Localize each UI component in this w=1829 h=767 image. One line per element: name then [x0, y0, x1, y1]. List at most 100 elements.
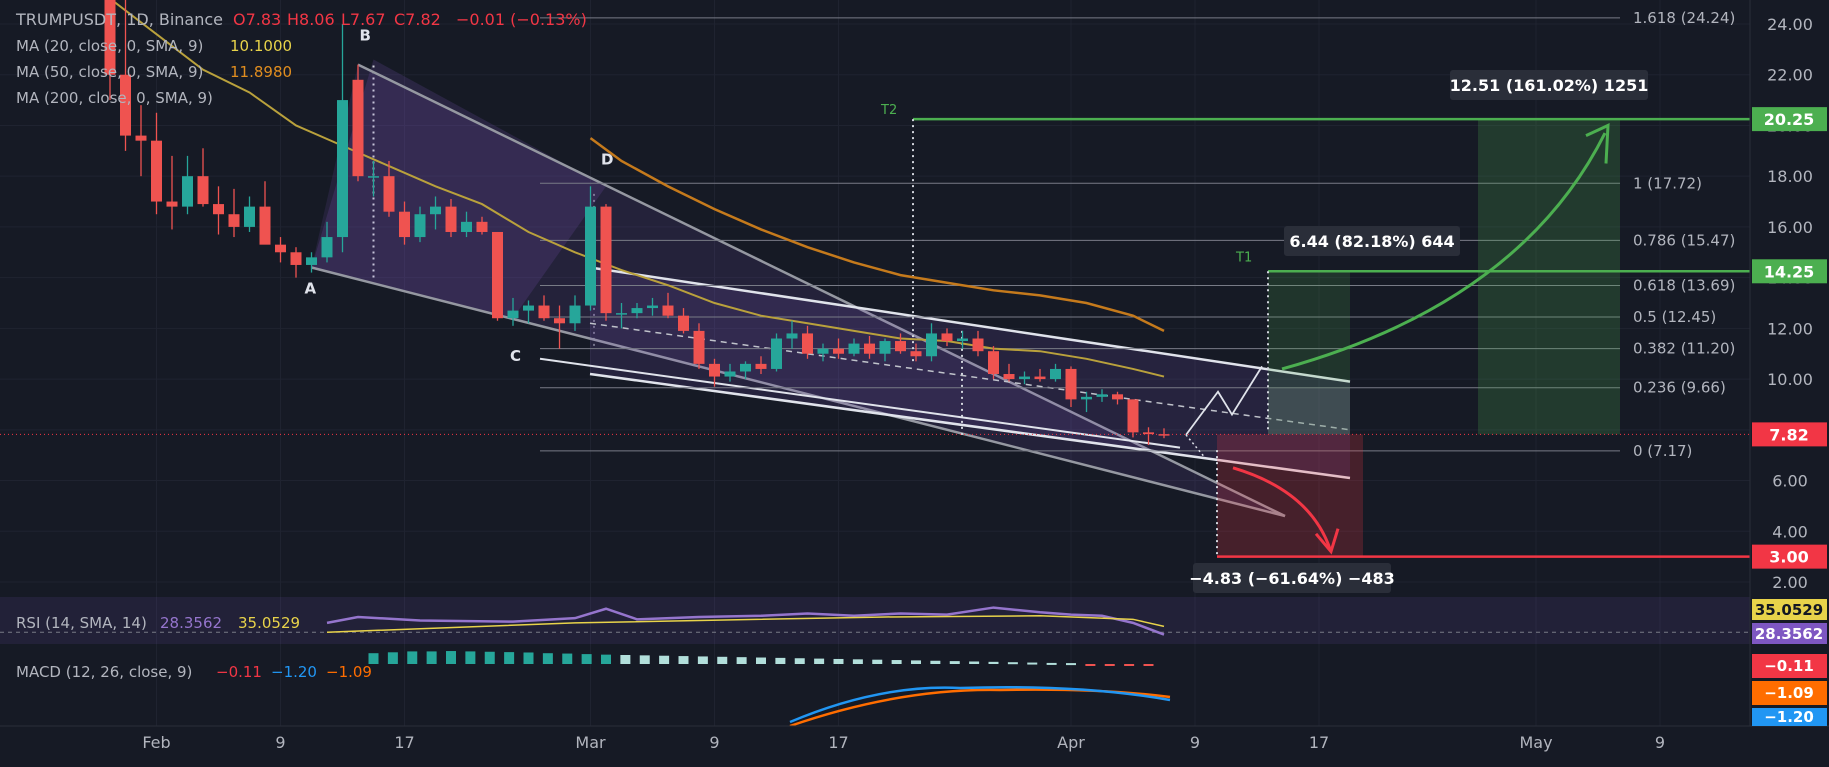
- candle-body: [1034, 376, 1046, 380]
- candle-body: [383, 176, 395, 212]
- grid-lines: [0, 0, 1750, 726]
- macd-hist-bar: [1104, 664, 1115, 666]
- ma50-line: [589, 137, 1165, 333]
- pattern-label-c: C: [510, 347, 521, 365]
- ma20-label[interactable]: MA (20, close, 0, SMA, 9): [16, 37, 203, 55]
- ohlc-high: H8.06: [287, 10, 335, 29]
- pattern-label-b: B: [360, 27, 371, 45]
- macd-hist-bar: [446, 651, 456, 664]
- candle-body: [321, 237, 333, 258]
- candle-body: [352, 79, 364, 177]
- candle-body: [120, 74, 131, 136]
- candle-body: [740, 363, 751, 372]
- candle-body: [957, 338, 968, 342]
- ma20-value: 10.1000: [230, 37, 292, 55]
- fib-level-label: 1 (17.72): [1633, 174, 1702, 192]
- t2-zone: [1478, 119, 1620, 435]
- candle-body: [972, 338, 984, 352]
- macd-hist-bar: [1066, 663, 1076, 666]
- macd-hist-bar: [1124, 664, 1135, 666]
- symbol-title[interactable]: TRUMPUSDT, 1D, Binance: [15, 10, 223, 29]
- t2-badge-bg: [1752, 107, 1827, 132]
- macd-line: [789, 685, 1171, 724]
- drawings-layer: 0 (7.17) 0.236 (9.66) 0.382 (11.20) 0.5 (12…: [311, 9, 1750, 558]
- rsi-line: [326, 606, 1165, 636]
- pattern-label-a: A: [305, 279, 317, 297]
- macd-hist-bar: [1085, 664, 1096, 666]
- rsi-label[interactable]: RSI (14, SMA, 14): [16, 614, 147, 632]
- overlay-layer: A B C D 6.44 (82.18%) 644 12.51 (161.02%) 125…: [0, 27, 1750, 593]
- candle-body: [1003, 374, 1015, 380]
- macd-hist-bar: [387, 652, 398, 664]
- time-tick: May: [1519, 733, 1552, 752]
- macd-hist-value: −0.11: [216, 663, 262, 681]
- bullish-arrowhead: [1585, 123, 1610, 164]
- candle-body: [213, 204, 224, 215]
- candle-body: [445, 206, 457, 232]
- ohlc-open: O7.83: [233, 10, 281, 29]
- macd-hist-bar: [794, 658, 805, 664]
- candle-body: [306, 257, 317, 265]
- time-axis[interactable]: [0, 726, 1829, 763]
- price-tick: 24.00: [1767, 15, 1813, 34]
- rsi-ma-badge-bg: [1752, 599, 1827, 620]
- macd-label[interactable]: MACD (12, 26, close, 9): [16, 663, 192, 681]
- candle-body: [678, 315, 689, 331]
- candle-body: [647, 305, 658, 309]
- macd-badge3-bg: [1752, 708, 1827, 726]
- candle-body: [864, 343, 875, 354]
- macd-hist-bar: [465, 651, 476, 664]
- rsi-band: [0, 597, 1750, 644]
- rsi-ma-line: [326, 615, 1165, 633]
- t2-label: T2: [880, 103, 897, 118]
- candle-body: [259, 206, 271, 245]
- t1-projection-box: [1284, 226, 1460, 256]
- macd-signal-value: −1.09: [326, 663, 372, 681]
- fib-level-label: 0.786 (15.47): [1633, 231, 1735, 249]
- macd-hist-bar: [601, 654, 611, 664]
- candle-body: [461, 221, 472, 232]
- time-tick: 17: [828, 733, 848, 752]
- candle-body: [368, 176, 379, 178]
- macd-hist-bar: [407, 651, 418, 664]
- t2-badge: 20.25: [1764, 110, 1815, 129]
- candle-body: [197, 176, 209, 205]
- rsi-ma-badge: 35.0529: [1755, 601, 1823, 619]
- candle-body: [476, 221, 488, 232]
- macd-hist-bar: [833, 658, 844, 664]
- ma200-label[interactable]: MA (200, close, 0, SMA, 9): [16, 89, 213, 107]
- price-tick: 12.00: [1767, 319, 1813, 338]
- bullish-arrow: [1281, 132, 1607, 371]
- price-badge: 7.82: [1769, 425, 1808, 444]
- macd-hist-bar: [523, 652, 534, 664]
- ohlc-close: C7.82: [394, 10, 441, 29]
- price-tick: 18.00: [1767, 167, 1813, 186]
- candle-body: [275, 244, 286, 253]
- macd-hist-bar: [678, 656, 689, 664]
- candles-layer: [104, 0, 1170, 446]
- candle-body: [151, 140, 162, 202]
- candle-body: [104, 0, 116, 75]
- candle-body: [833, 348, 844, 354]
- time-tick: 9: [275, 733, 285, 752]
- ma50-label[interactable]: MA (50, close, 0, SMA, 9): [16, 63, 203, 81]
- bearish-arrowhead: [1314, 528, 1340, 555]
- fib-level-label: 0.5 (12.45): [1633, 308, 1716, 326]
- macd-badge2-bg: [1752, 681, 1827, 705]
- ohlc-change: −0.01 (−0.13%): [456, 10, 587, 29]
- t2-projection-label: 12.51 (161.02%) 1251: [1450, 76, 1649, 95]
- stop-projection-label: −4.83 (−61.64%) −483: [1189, 569, 1395, 588]
- macd-hist-bar: [562, 653, 573, 664]
- t2-projection-group: 12.51 (161.02%) 1251: [1450, 70, 1649, 100]
- macd-hist-bar: [639, 655, 650, 664]
- macd-hist-bar: [620, 655, 631, 664]
- time-tick: Apr: [1057, 733, 1085, 752]
- stop-badge-bg: [1752, 544, 1827, 569]
- candle-body: [709, 363, 720, 377]
- candle-body: [1081, 396, 1092, 400]
- t1-badge: 14.25: [1764, 262, 1815, 281]
- macd-hist-bar: [872, 659, 883, 664]
- fib-level-label: 0.382 (11.20): [1633, 340, 1735, 358]
- candle-body: [755, 363, 767, 369]
